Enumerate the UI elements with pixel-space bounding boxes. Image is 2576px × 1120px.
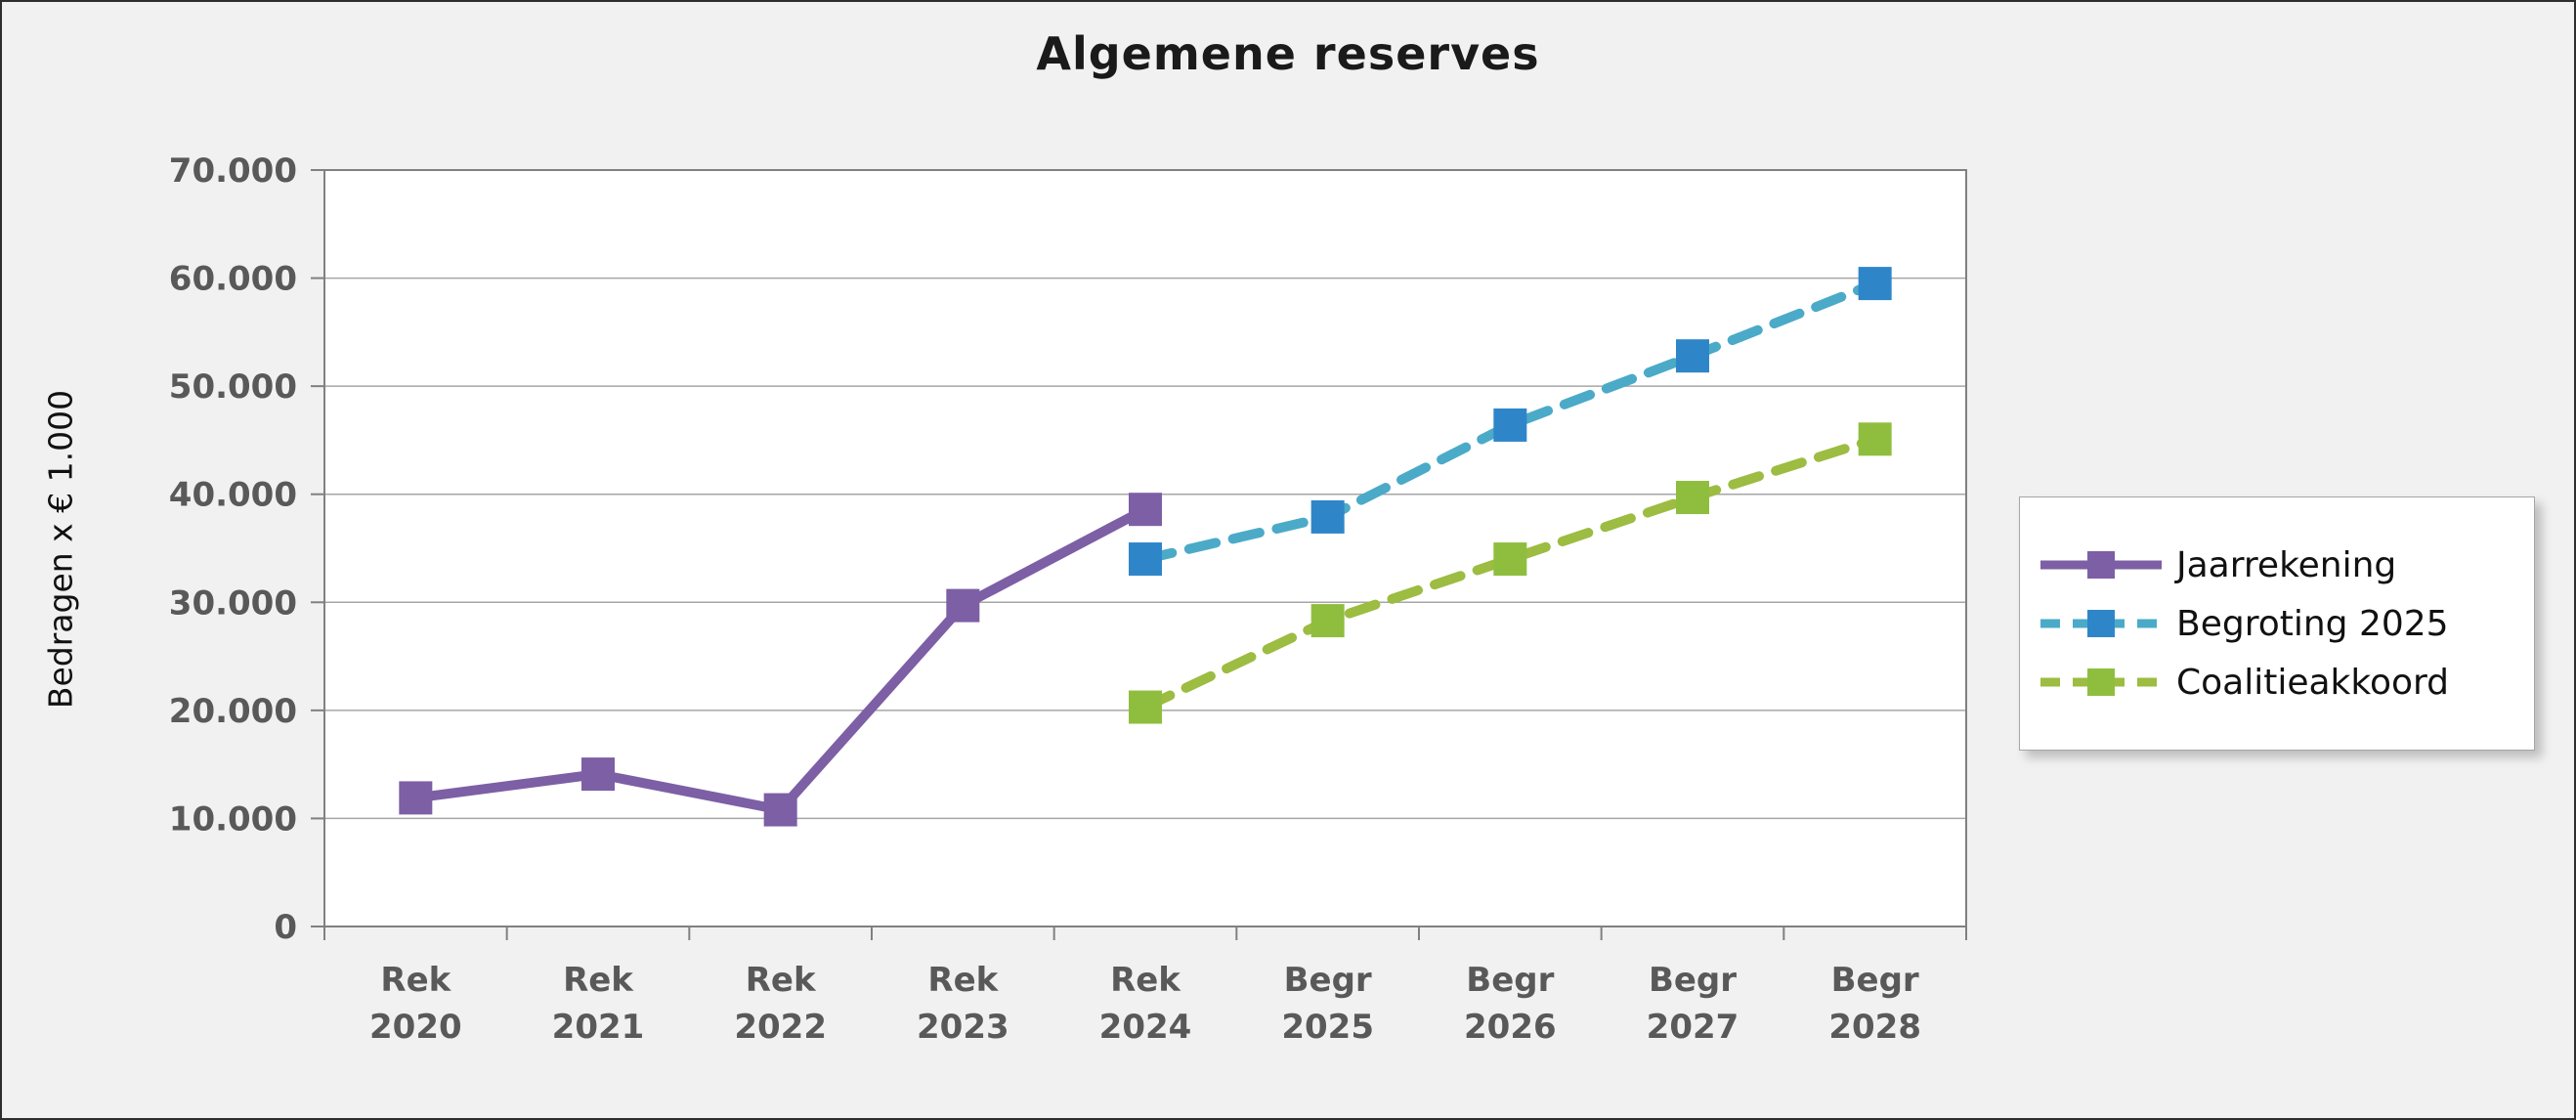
x-tick-label: Rek <box>380 961 451 1000</box>
x-tick-label: Begr <box>1284 961 1372 1000</box>
series-marker <box>1129 493 1162 527</box>
y-tick-label: 30.000 <box>169 583 297 623</box>
series-marker <box>1129 542 1162 577</box>
x-tick-label: Begr <box>1831 961 1919 1000</box>
x-tick-label: Begr <box>1649 961 1737 1000</box>
series-marker <box>1310 499 1345 534</box>
series-marker <box>1858 267 1892 301</box>
chart-title: Algemene reserves <box>1036 27 1540 80</box>
x-tick-label: 2022 <box>734 1008 827 1047</box>
legend-label: Coalitieakkoord <box>2176 662 2450 703</box>
series-marker <box>1858 422 1892 456</box>
y-tick-label: 40.000 <box>169 476 297 515</box>
series-marker <box>581 757 615 792</box>
legend-item: Begroting 2025 <box>2038 602 2516 645</box>
y-tick-label: 60.000 <box>169 260 297 299</box>
series-line <box>1140 434 1880 712</box>
x-tick-label: Rek <box>1110 961 1181 1000</box>
x-tick-label: 2028 <box>1828 1008 1921 1047</box>
x-tick-label: 2026 <box>1464 1008 1557 1047</box>
series-marker <box>1676 481 1709 515</box>
y-tick-label: 20.000 <box>169 692 297 731</box>
x-tick-label: 2021 <box>552 1008 645 1047</box>
x-tick-label: Begr <box>1466 961 1554 1000</box>
series-marker <box>399 781 433 815</box>
series-marker <box>946 588 980 623</box>
series-marker <box>1676 339 1709 373</box>
x-tick-label: 2023 <box>917 1008 1009 1047</box>
legend: Jaarrekening Begroting 2025 Coalitieakkoor… <box>2019 496 2535 751</box>
legend-label: Jaarrekening <box>2176 544 2397 585</box>
y-tick-label: 10.000 <box>169 799 297 839</box>
legend-item: Coalitieakkoord <box>2038 661 2516 704</box>
series-marker <box>1310 604 1345 638</box>
y-tick-label: 50.000 <box>169 367 297 407</box>
legend-item: Jaarrekening <box>2038 543 2516 586</box>
x-tick-label: Rek <box>927 961 999 1000</box>
plot-border <box>323 169 1967 927</box>
legend-marker <box>2040 551 2162 579</box>
legend-marker <box>2040 668 2162 696</box>
legend-square <box>2087 551 2115 579</box>
x-tick-label: 2025 <box>1281 1008 1374 1047</box>
x-tick-label: 2024 <box>1099 1008 1192 1047</box>
y-tick-label: 0 <box>274 908 297 947</box>
x-tick-label: 2027 <box>1647 1008 1739 1047</box>
series-marker <box>1493 542 1527 577</box>
x-tick-label: 2020 <box>369 1008 462 1047</box>
legend-square <box>2087 668 2115 696</box>
legend-square <box>2087 610 2115 637</box>
x-tick-label: Rek <box>563 961 634 1000</box>
series-marker <box>763 793 797 827</box>
legend-marker <box>2040 610 2162 637</box>
legend-label: Begroting 2025 <box>2176 603 2449 644</box>
series-marker <box>1129 690 1162 724</box>
y-tick-label: 70.000 <box>169 151 297 191</box>
series-marker <box>1493 408 1527 442</box>
x-tick-label: Rek <box>746 961 817 1000</box>
